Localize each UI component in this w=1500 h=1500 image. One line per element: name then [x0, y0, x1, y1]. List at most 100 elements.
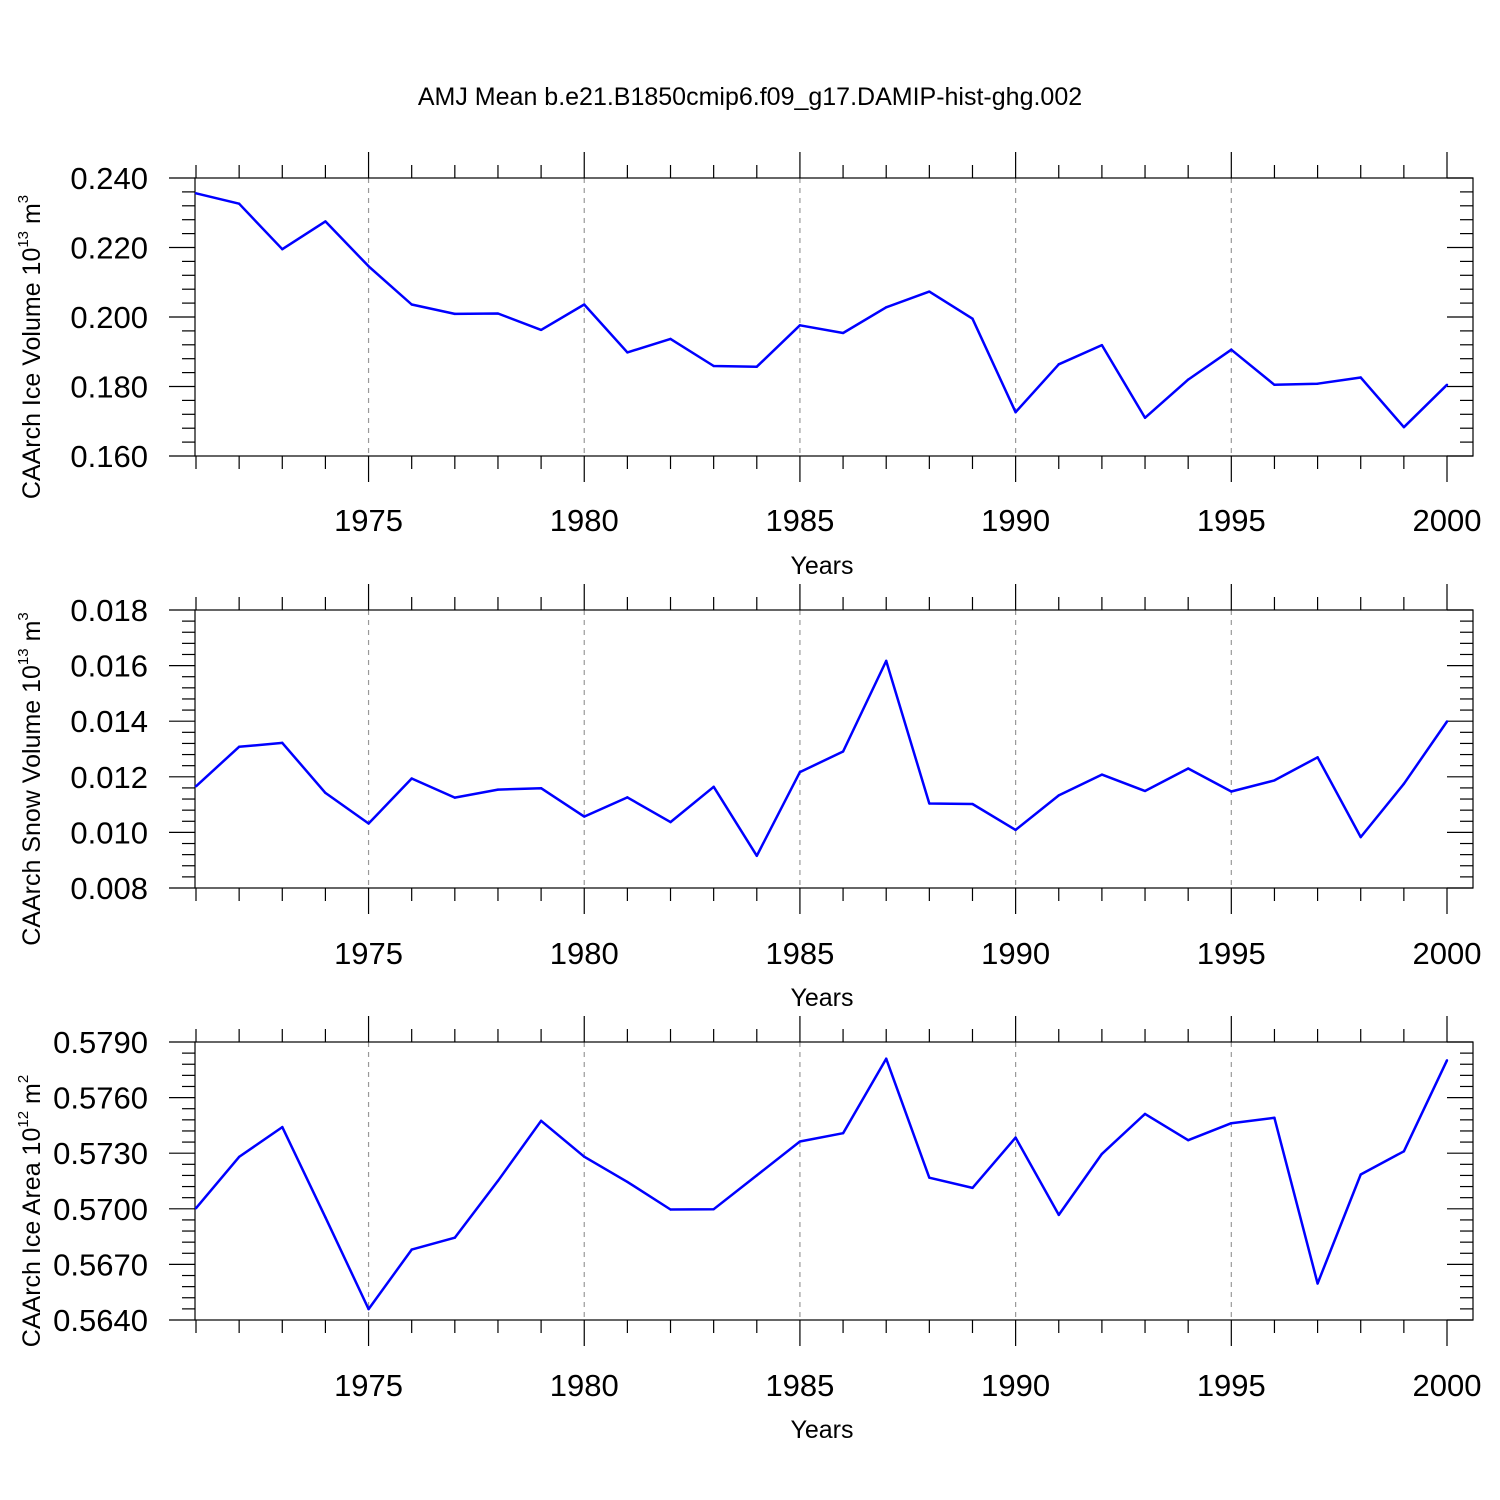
- panel-snow-volume: 0.008 0.010 0.012 0.014 0.016 0.018 1975 1980 19…: [15, 584, 1481, 1012]
- data-point: [1445, 720, 1449, 723]
- data-point: [1014, 1136, 1017, 1139]
- y-tick-label: 0.180: [70, 370, 148, 405]
- y-tick-label: 0.018: [70, 593, 148, 628]
- data-point: [1057, 1213, 1060, 1217]
- x-tick-label: 2000: [1413, 1368, 1482, 1403]
- data-point: [1402, 425, 1406, 429]
- x-tick-label: 1980: [550, 1368, 619, 1403]
- x-tick-label: 2000: [1413, 503, 1482, 538]
- x-tick-label: 1980: [550, 936, 619, 971]
- x-axis-label: Years: [790, 984, 853, 1012]
- data-point: [1230, 1121, 1233, 1125]
- data-point: [1359, 1173, 1362, 1176]
- data-point: [539, 328, 543, 332]
- data-point: [669, 820, 672, 824]
- data-point: [885, 1057, 888, 1060]
- y-tick-label: 0.008: [70, 871, 148, 906]
- data-point: [1359, 376, 1362, 379]
- data-point: [583, 815, 586, 818]
- data-point: [194, 1207, 198, 1210]
- x-tick-label: 1990: [981, 503, 1050, 538]
- data-point: [281, 1125, 284, 1129]
- data-point: [712, 1207, 715, 1211]
- data-point: [1100, 343, 1104, 347]
- data-point: [971, 1186, 974, 1190]
- data-point: [1143, 789, 1147, 793]
- y-axis-label-unit_exp: 3: [15, 612, 32, 620]
- data-point: [496, 788, 500, 791]
- y-tick-label: 0.200: [70, 300, 148, 335]
- data-point: [496, 312, 500, 315]
- y-tick-label: 0.010: [70, 815, 148, 850]
- y-axis-label: CAArch Ice Volume 1013 m3: [15, 195, 46, 499]
- x-tick-label: 1995: [1197, 1368, 1266, 1403]
- y-tick-label: 0.5760: [53, 1081, 148, 1116]
- data-point: [410, 1248, 413, 1251]
- data-point: [755, 854, 758, 857]
- data-point: [194, 192, 198, 195]
- data-point: [669, 1208, 672, 1211]
- data-point: [755, 1174, 758, 1177]
- x-tick-label: 1975: [334, 1368, 403, 1403]
- data-point: [324, 220, 327, 223]
- y-axis-label-exp: 12: [15, 1111, 32, 1128]
- data-point: [971, 802, 974, 806]
- data-point: [1014, 411, 1017, 414]
- data-point: [1273, 1116, 1276, 1120]
- data-point: [712, 364, 715, 368]
- data-point: [885, 306, 888, 309]
- chart-title: AMJ Mean b.e21.B1850cmip6.f09_g17.DAMIP-…: [418, 83, 1082, 111]
- data-point: [669, 337, 672, 341]
- data-point: [1316, 382, 1319, 385]
- y-axis-label-prefix: CAArch Snow Volume 10: [18, 665, 46, 946]
- y-axis-label-unit: m: [18, 1083, 46, 1111]
- data-point: [1230, 790, 1233, 793]
- series-line: [195, 192, 1448, 429]
- y-axis-label-unit: m: [18, 621, 46, 649]
- data-point: [410, 303, 413, 306]
- data-point: [841, 1131, 845, 1135]
- y-tick-label: 0.5640: [53, 1303, 148, 1338]
- y-tick-label: 0.014: [70, 704, 148, 739]
- data-point: [928, 1176, 931, 1179]
- data-point: [1100, 1152, 1104, 1156]
- x-tick-label: 1995: [1197, 503, 1266, 538]
- data-point: [281, 741, 284, 745]
- data-point: [798, 1140, 802, 1143]
- data-point: [1316, 1282, 1319, 1285]
- x-tick-label: 1980: [550, 503, 619, 538]
- data-point: [1057, 794, 1060, 797]
- data-point: [237, 745, 241, 748]
- data-point: [798, 770, 802, 774]
- data-point: [1143, 416, 1147, 419]
- data-point: [1445, 1059, 1449, 1062]
- y-tick-label: 0.5730: [53, 1136, 148, 1171]
- series-line: [195, 659, 1449, 858]
- data-point: [496, 1179, 500, 1183]
- y-axis-label-unit_exp: 3: [15, 195, 32, 203]
- data-point: [885, 659, 888, 663]
- y-axis-label-unit: m: [18, 203, 46, 231]
- data-point: [841, 331, 845, 335]
- data-point: [1186, 378, 1190, 381]
- data-point: [453, 796, 457, 799]
- data-point: [367, 265, 370, 268]
- plot-frame: [194, 609, 1474, 889]
- plot-frame: [194, 177, 1474, 457]
- data-point: [1445, 383, 1449, 386]
- x-tick-label: 1990: [981, 936, 1050, 971]
- data-point: [712, 785, 715, 789]
- y-tick-label: 0.160: [70, 439, 148, 474]
- data-point: [841, 750, 845, 753]
- data-point: [367, 1307, 370, 1311]
- data-point: [1100, 773, 1104, 776]
- data-point: [928, 802, 931, 805]
- y-axis-label-prefix: CAArch Ice Volume 10: [18, 248, 46, 500]
- y-tick-label: 0.016: [70, 649, 148, 684]
- x-tick-label: 1985: [765, 1368, 834, 1403]
- panel-ice-area: 0.5640 0.5670 0.5700 0.5730 0.5760 0.5790 1975…: [15, 1016, 1481, 1444]
- data-point: [281, 248, 284, 251]
- data-point: [1143, 1112, 1147, 1116]
- data-point: [324, 1216, 327, 1219]
